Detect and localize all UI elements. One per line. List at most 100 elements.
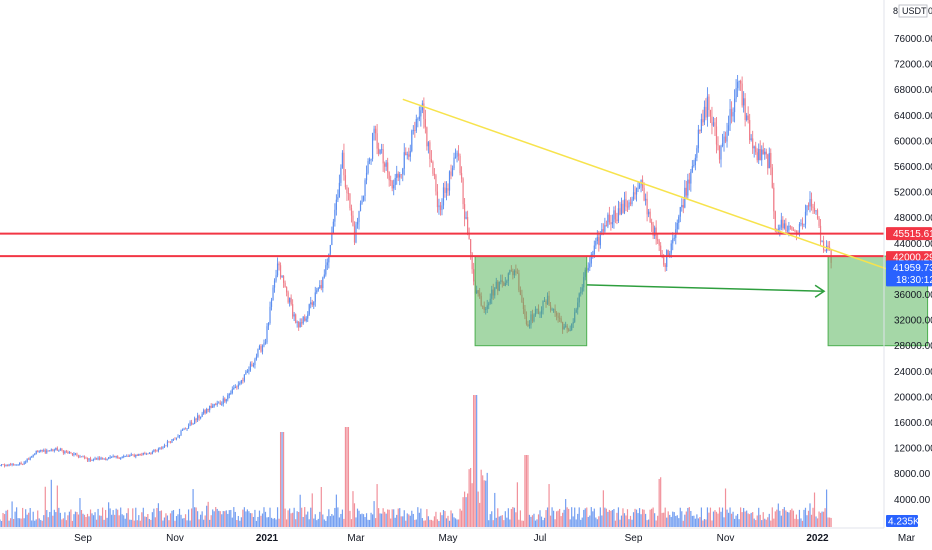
volume-bar [349, 510, 351, 527]
volume-bar [590, 507, 592, 527]
volume-bar [169, 513, 172, 527]
candle-body [723, 136, 725, 144]
volume-bar [111, 514, 113, 527]
candle-body [168, 441, 170, 443]
candle-body [181, 429, 184, 431]
volume-bar [58, 507, 60, 527]
trendline[interactable] [402, 98, 932, 286]
volume-bar [746, 510, 748, 527]
candle-body [378, 148, 380, 154]
volume-bar [215, 507, 217, 527]
candle-body [130, 454, 132, 456]
candle-body [782, 219, 784, 229]
volume-bar [566, 507, 568, 527]
volume-bar [293, 507, 295, 527]
candle-body [385, 162, 387, 167]
candle-body [178, 435, 181, 437]
volume-bar [821, 511, 823, 527]
volume-bar [405, 520, 407, 527]
candle-body [361, 200, 363, 204]
candle-body [822, 240, 825, 251]
volume-bar [166, 515, 169, 527]
candle-body [73, 453, 75, 456]
volume-bar [829, 517, 831, 527]
volume-bar [106, 517, 108, 527]
volume-bar [705, 519, 707, 527]
candle-body [80, 456, 83, 458]
candle-body [625, 199, 627, 207]
candle-body [184, 428, 187, 430]
volume-bar [759, 514, 761, 527]
candle-body [215, 404, 217, 405]
volume-bar [470, 467, 472, 527]
candle-body [663, 257, 665, 265]
candle-body [94, 458, 96, 460]
candle-body [433, 173, 436, 176]
volume-bar [258, 510, 261, 527]
y-tick-label: 16000.00 [894, 418, 932, 429]
candle-body [788, 225, 790, 231]
projection-arrow[interactable] [586, 284, 825, 293]
candle-body [301, 322, 303, 324]
candle-body [773, 187, 775, 212]
volume-bar [548, 484, 550, 527]
volume-bar [543, 517, 546, 527]
candle-body [350, 208, 353, 216]
volume-bar [316, 520, 318, 527]
green-zone[interactable] [474, 255, 588, 347]
volume-bar [34, 520, 36, 527]
drawings[interactable] [402, 98, 932, 298]
horizontal-levels[interactable] [0, 232, 884, 258]
candle-body [255, 356, 258, 360]
volume-bar [240, 517, 242, 527]
volume-bar [86, 513, 89, 527]
volume-bar [195, 507, 197, 527]
volume-bar [19, 518, 21, 527]
volume-bar [510, 508, 512, 527]
volume-bar [14, 511, 16, 527]
candle-body [38, 451, 40, 453]
candle-body [718, 145, 721, 160]
volume-bar [414, 519, 416, 527]
volume-bar [326, 516, 328, 527]
candle-body [346, 187, 348, 194]
candle-body [52, 449, 54, 451]
candle-body [136, 454, 138, 456]
candle-body [112, 455, 114, 457]
volume-bar [207, 501, 209, 527]
candle-body [399, 174, 401, 178]
volume-bar [471, 483, 473, 527]
candle-body [304, 316, 306, 321]
candle-body [387, 162, 389, 173]
zones[interactable] [474, 255, 929, 347]
time-axis[interactable]: JulSepNov2021MarMayJulSepNov2022MarMay [0, 533, 932, 544]
candle-body [224, 398, 226, 402]
candle-body [198, 415, 200, 419]
candle-body [49, 450, 51, 452]
volume-bar [660, 477, 662, 527]
volume-bar [717, 513, 719, 527]
candle-body [352, 215, 354, 227]
volume-bar [462, 497, 464, 527]
volume-bar [708, 512, 710, 527]
candle-body [55, 447, 57, 450]
candle-body [319, 285, 321, 289]
volume-bar [255, 520, 258, 527]
volume-bar [216, 508, 218, 527]
y-tick-label: 4000.00 [894, 495, 931, 506]
candle-body [242, 380, 244, 382]
candle-body [791, 226, 793, 230]
volume-bar [735, 515, 737, 527]
volume-bar [586, 507, 588, 527]
volume-bar [495, 517, 497, 527]
volume-bar [780, 515, 782, 527]
volume-bar [192, 489, 194, 527]
volume-bar [88, 516, 90, 527]
candle-body [20, 462, 22, 465]
volume-bar [721, 507, 724, 527]
volume-bar [367, 519, 369, 527]
volume-bar [610, 510, 612, 527]
volume-bar [370, 512, 372, 527]
